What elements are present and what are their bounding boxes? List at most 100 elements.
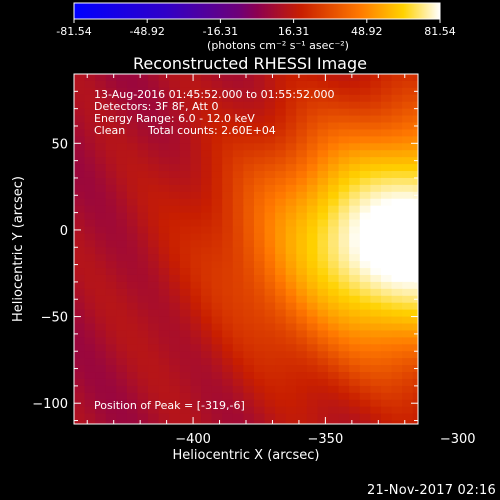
heatmap-cell bbox=[349, 372, 361, 380]
heatmap-cell bbox=[159, 427, 170, 435]
heatmap-cell bbox=[370, 427, 381, 435]
heatmap-cell bbox=[137, 351, 149, 359]
heatmap-cell bbox=[126, 392, 139, 401]
heatmap-cell bbox=[190, 184, 202, 193]
heatmap-cell bbox=[137, 399, 149, 408]
heatmap-cell bbox=[243, 198, 255, 207]
heatmap-cell bbox=[232, 240, 244, 248]
heatmap-cell bbox=[349, 108, 361, 117]
heatmap-cell bbox=[306, 212, 319, 221]
heatmap-cell bbox=[201, 74, 213, 82]
heatmap-cell bbox=[201, 247, 213, 255]
heatmap-cell bbox=[211, 302, 223, 311]
heatmap-cell bbox=[402, 101, 414, 110]
heatmap-cell bbox=[391, 281, 403, 290]
heatmap-cell bbox=[158, 378, 170, 387]
heatmap-cell bbox=[402, 164, 414, 172]
heatmap-cell bbox=[402, 295, 414, 304]
heatmap-cell bbox=[338, 129, 350, 137]
heatmap-cell bbox=[158, 420, 170, 424]
heatmap-cell bbox=[338, 372, 350, 380]
heatmap-cell bbox=[264, 108, 276, 117]
heatmap-cell bbox=[211, 191, 223, 200]
heatmap-cell bbox=[296, 247, 308, 255]
heatmap-cell bbox=[148, 261, 160, 269]
heatmap-cell bbox=[158, 115, 170, 124]
heatmap-cell bbox=[243, 205, 255, 214]
heatmap-cell bbox=[84, 261, 96, 269]
heatmap-cell bbox=[349, 240, 361, 248]
heatmap-cell bbox=[84, 316, 96, 325]
heatmap-cell bbox=[222, 108, 234, 117]
heatmap-cell bbox=[179, 157, 192, 165]
heatmap-cell bbox=[380, 337, 393, 345]
heatmap-cell bbox=[264, 233, 276, 241]
heatmap-cell bbox=[116, 281, 128, 290]
heatmap-cell bbox=[349, 184, 361, 193]
heatmap-cell bbox=[222, 240, 234, 248]
heatmap-cell bbox=[222, 164, 234, 172]
heatmap-cell bbox=[95, 233, 107, 241]
heatmap-cell bbox=[317, 378, 329, 387]
heatmap-cell bbox=[158, 240, 170, 248]
heatmap-cell bbox=[285, 351, 297, 359]
heatmap-cell bbox=[116, 302, 128, 311]
heatmap-cell bbox=[380, 316, 393, 325]
heatmap-cell bbox=[306, 80, 319, 89]
heatmap-cell bbox=[211, 309, 223, 318]
heatmap-cell bbox=[359, 184, 371, 193]
heatmap-cell bbox=[359, 261, 371, 269]
heatmap-cell bbox=[222, 378, 234, 387]
heatmap-cell bbox=[349, 143, 361, 151]
heatmap-cell bbox=[232, 268, 244, 276]
heatmap-cell bbox=[84, 184, 96, 193]
heatmap-cell bbox=[391, 136, 403, 144]
heatmap-cell bbox=[74, 365, 86, 373]
heatmap-cell bbox=[412, 406, 418, 415]
heatmap-cell bbox=[412, 136, 418, 144]
heatmap-cell bbox=[105, 129, 117, 137]
heatmap-cell bbox=[137, 101, 149, 110]
heatmap-cell bbox=[264, 247, 276, 255]
heatmap-cell bbox=[201, 302, 213, 311]
heatmap-cell bbox=[126, 136, 139, 144]
heatmap-cell bbox=[370, 240, 382, 248]
heatmap-cell bbox=[296, 171, 308, 179]
heatmap-cell bbox=[380, 268, 393, 276]
heatmap-cell bbox=[391, 205, 403, 214]
heatmap-cell bbox=[285, 406, 297, 415]
heatmap-cell bbox=[423, 178, 434, 186]
heatmap-cell bbox=[391, 330, 403, 338]
heatmap-cell bbox=[116, 233, 128, 241]
heatmap-cell bbox=[338, 254, 350, 262]
heatmap-cell bbox=[370, 101, 382, 110]
heatmap-cell bbox=[126, 87, 139, 96]
heatmap-cell bbox=[201, 177, 213, 186]
heatmap-cell bbox=[169, 302, 181, 311]
heatmap-cell bbox=[169, 122, 181, 131]
heatmap-cell bbox=[148, 233, 160, 241]
heatmap-cell bbox=[306, 281, 319, 290]
heatmap-cell bbox=[137, 233, 149, 241]
heatmap-cell bbox=[317, 351, 329, 359]
heatmap-cell bbox=[232, 115, 244, 124]
heatmap-cell bbox=[370, 309, 382, 318]
heatmap-cell bbox=[211, 240, 223, 248]
heatmap-cell bbox=[296, 115, 308, 124]
heatmap-cell bbox=[391, 101, 403, 110]
heatmap-cell bbox=[412, 219, 418, 228]
heatmap-cell bbox=[158, 406, 170, 415]
heatmap-cell bbox=[328, 413, 340, 422]
heatmap-cell bbox=[243, 94, 255, 103]
heatmap-cell bbox=[95, 295, 107, 304]
heatmap-cell bbox=[126, 157, 139, 165]
heatmap-cell bbox=[169, 150, 181, 158]
heatmap-cell bbox=[105, 191, 117, 200]
heatmap-cell bbox=[74, 177, 86, 186]
heatmap-cell bbox=[105, 274, 117, 283]
heatmap-cell bbox=[201, 212, 213, 221]
heatmap-cell bbox=[243, 288, 255, 297]
heatmap-cell bbox=[105, 198, 117, 207]
heatmap-cell bbox=[423, 171, 434, 179]
heatmap-cell bbox=[222, 365, 234, 373]
